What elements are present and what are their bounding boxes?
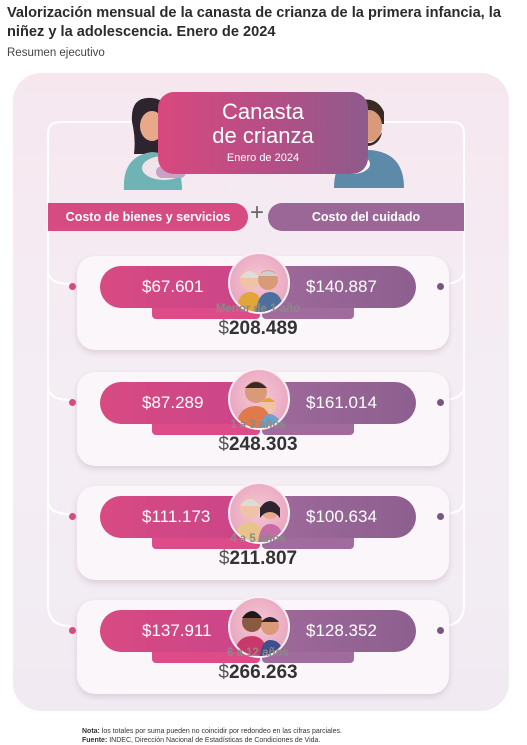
canasta-header-card: Canasta de crianza Enero de 2024 [158, 92, 368, 174]
parent-toddler-avatar-icon [228, 368, 290, 430]
total-value: 266.263 [228, 662, 298, 683]
care-shadow [262, 651, 354, 663]
note-text: los totales por suma pueden no coincidir… [99, 728, 342, 735]
currency-sign: $ [218, 434, 229, 455]
plus-icon: + [249, 199, 264, 226]
grandparents-avatar-icon [228, 252, 290, 314]
dot-icon [69, 513, 76, 520]
age-row-under-1: $67.601 $140.887 Menor de 1 año $208.489 [0, 252, 527, 353]
goods-shadow [152, 651, 260, 663]
age-group-label: 6 a 12 años [226, 647, 289, 659]
note-label: Nota: [82, 728, 100, 735]
parent-child-avatar-icon [228, 596, 290, 658]
age-group-label: 1 a 3 años [230, 419, 286, 431]
currency-sign: $ [218, 548, 230, 569]
total-cost: $208.489 [188, 318, 328, 340]
age-row-6-12: $137.911 $128.352 6 a 12 años $266.263 [0, 596, 527, 697]
dot-icon [437, 627, 444, 634]
footnote: Nota: los totales por suma pueden no coi… [82, 727, 342, 745]
currency-sign: $ [218, 662, 229, 683]
total-cost: $248.303 [188, 434, 328, 456]
total-cost: $266.263 [188, 662, 328, 684]
age-row-1-3: $87.289 $161.014 1 a 3 años $248.303 [0, 368, 527, 469]
total-value: 208.489 [228, 318, 298, 339]
grandmother-child-avatar-icon [228, 482, 290, 544]
source-text: INDEC, Dirección Nacional de Estadística… [107, 737, 321, 744]
card-date: Enero de 2024 [226, 152, 300, 164]
age-group-label: 4 a 5 años [230, 533, 286, 545]
currency-sign: $ [218, 318, 229, 339]
goods-shadow [152, 307, 260, 319]
goods-shadow [152, 423, 260, 435]
dot-icon [437, 399, 444, 406]
goods-services-label: Costo de bienes y servicios [48, 203, 248, 231]
card-title-line1: Canasta [222, 99, 304, 124]
total-value: 248.303 [228, 434, 298, 455]
source-label: Fuente: [82, 737, 108, 744]
age-group-label: Menor de 1 año [215, 303, 301, 315]
care-cost-label: Costo del cuidado [268, 203, 464, 231]
dot-icon [69, 283, 76, 290]
dot-icon [69, 399, 76, 406]
dot-icon [437, 283, 444, 290]
card-title-line2: de crianza [212, 123, 314, 148]
care-shadow [262, 537, 354, 549]
dot-icon [437, 513, 444, 520]
total-cost: $211.807 [188, 548, 328, 570]
total-value: 211.807 [229, 548, 298, 569]
dot-icon [69, 627, 76, 634]
age-row-4-5: $111.173 $100.634 4 a 5 años $211.807 [0, 482, 527, 583]
source-line: Fuente: INDEC, Dirección Nacional de Est… [82, 736, 342, 745]
page-subtitle: Resumen ejecutivo [7, 47, 105, 59]
care-shadow [262, 307, 354, 319]
note-line: Nota: los totales por suma pueden no coi… [82, 727, 342, 736]
goods-shadow [152, 537, 260, 549]
care-shadow [262, 423, 354, 435]
page-title: Valorización mensual de la canasta de cr… [7, 5, 501, 40]
